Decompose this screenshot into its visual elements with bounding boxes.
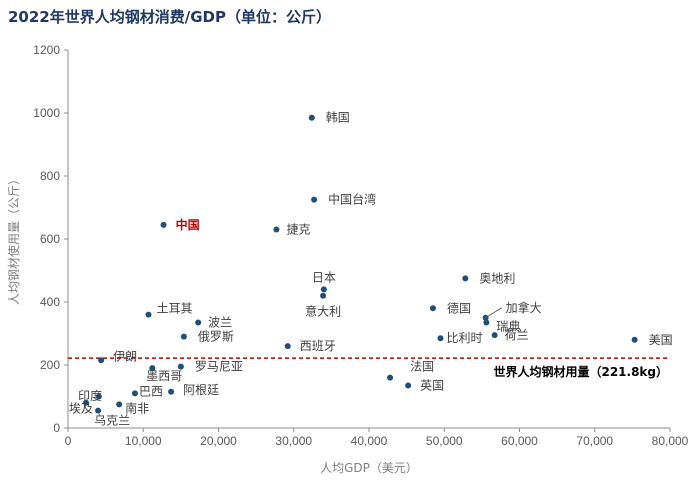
data-point (429, 305, 436, 312)
point-label: 土耳其 (157, 302, 193, 316)
point-label: 罗马尼亚 (195, 360, 243, 374)
x-tick-label: 80,000 (652, 434, 689, 448)
x-tick-label: 60,000 (501, 434, 538, 448)
data-point (437, 335, 444, 342)
data-point (131, 390, 138, 397)
point-label: 印度 (78, 388, 102, 403)
data-point (177, 363, 184, 370)
reference-line-label: 世界人均钢材用量（221.8kg） (493, 364, 668, 379)
data-point (284, 343, 291, 350)
data-point (491, 332, 498, 339)
x-tick-label: 10,000 (125, 434, 162, 448)
data-point (483, 319, 490, 326)
point-label: 韩国 (326, 110, 350, 125)
data-point (168, 388, 175, 395)
axes (64, 49, 671, 432)
point-label: 西班牙 (300, 339, 336, 353)
point-label: 南非 (125, 400, 149, 415)
data-point (149, 365, 156, 372)
data-point (98, 357, 105, 364)
point-label: 俄罗斯 (198, 330, 234, 344)
y-tick-label: 400 (40, 295, 60, 309)
data-point (320, 286, 327, 293)
point-label: 中国台湾 (328, 192, 376, 207)
point-label: 波兰 (208, 315, 232, 329)
x-tick-label: 0 (65, 434, 72, 448)
data-point (387, 374, 394, 381)
data-point (180, 333, 187, 340)
point-label: 英国 (420, 378, 444, 392)
data-point (631, 336, 638, 343)
data-point (320, 292, 327, 299)
x-tick-label: 50,000 (426, 434, 463, 448)
data-points (83, 114, 638, 414)
point-label: 中国 (176, 217, 200, 232)
y-tick-label: 800 (40, 169, 60, 183)
point-label: 巴西 (139, 384, 163, 398)
point-label: 墨西哥 (146, 369, 182, 383)
data-point (195, 319, 202, 326)
point-label: 加拿大 (506, 300, 542, 315)
y-tick-label: 600 (40, 232, 60, 246)
data-point (83, 399, 90, 406)
data-point (405, 382, 412, 389)
point-label: 意大利 (305, 304, 341, 319)
y-tick-label: 1200 (33, 43, 60, 57)
y-tick-label: 1000 (33, 106, 60, 120)
data-point (95, 393, 102, 400)
data-point (116, 401, 123, 408)
y-axis-label: 人均钢材使用量（公斤） (6, 173, 21, 305)
point-label: 乌克兰 (94, 413, 130, 428)
data-point (308, 114, 315, 121)
point-label: 捷克 (286, 223, 310, 237)
point-label: 埃及 (69, 402, 93, 416)
y-tick-label: 0 (53, 421, 60, 435)
data-point (95, 407, 102, 414)
data-point (462, 275, 469, 282)
tick-labels: 0 10,000 20,000 30,000 40,000 50,000 60,000 70,… (33, 43, 688, 448)
x-tick-label: 30,000 (275, 434, 312, 448)
data-point (273, 226, 280, 233)
x-axis-label: 人均GDP（美元） (320, 461, 418, 475)
x-tick-label: 20,000 (200, 434, 237, 448)
canada-leader-line (485, 307, 502, 319)
point-label: 阿根廷 (183, 383, 219, 397)
point-label: 荷兰 (505, 328, 529, 342)
point-label: 美国 (649, 333, 673, 347)
point-label: 德国 (447, 300, 471, 315)
data-point (145, 311, 152, 318)
x-tick-label: 70,000 (576, 434, 613, 448)
x-tick-label: 40,000 (351, 434, 388, 448)
point-label: 瑞典 (496, 319, 520, 333)
data-point (311, 196, 318, 203)
chart-title: 2022年世界人均钢材消费/GDP（单位：公斤） (8, 8, 331, 26)
point-label: 日本 (312, 270, 336, 284)
data-point (160, 221, 167, 228)
y-tick-label: 200 (40, 358, 60, 372)
point-label: 伊朗 (113, 349, 137, 363)
point-label: 奥地利 (479, 271, 515, 285)
point-label: 比利时 (446, 331, 482, 345)
point-label: 法国 (410, 360, 434, 374)
